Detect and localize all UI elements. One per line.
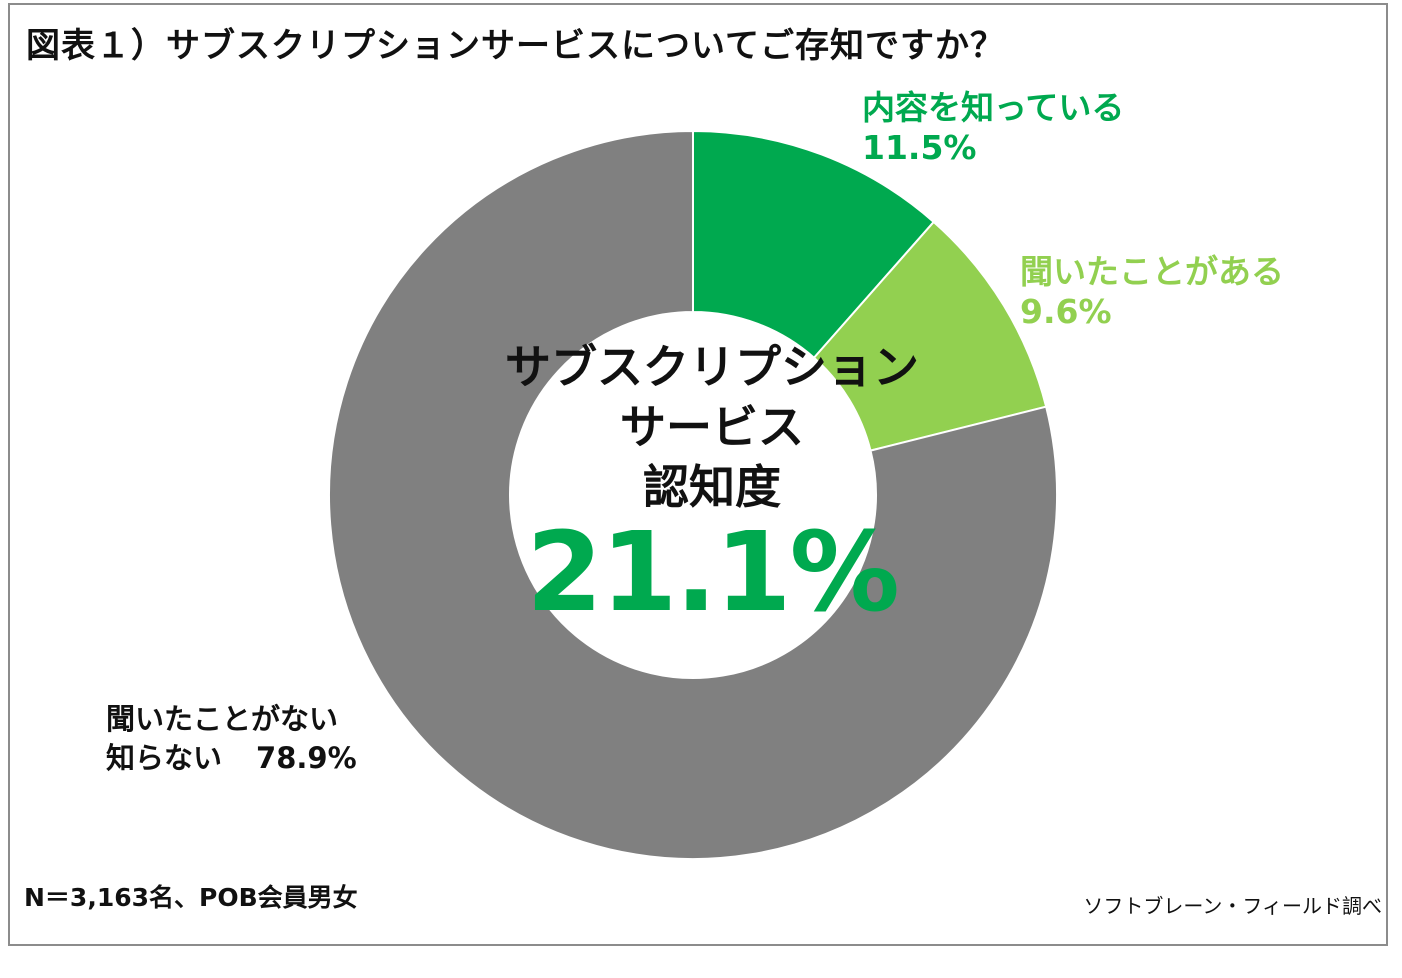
slice-label-heard-of-value: 9.6% — [1020, 291, 1112, 331]
sample-size-note: N＝3,163名、POB会員男女 — [24, 883, 358, 912]
slice-label-heard-of: 聞いたことがある 9.6% — [1020, 252, 1284, 331]
source-note: ソフトブレーン・フィールド調べ — [1083, 894, 1382, 918]
slice-label-know-content: 内容を知っている 11.5% — [862, 88, 1124, 167]
slice-label-know-content-name: 内容を知っている — [862, 88, 1125, 127]
center-label-line3: 認知度 — [643, 459, 781, 514]
slice-label-unknown: 聞いたことがない 知らない 78.9% — [106, 700, 357, 778]
slice-label-unknown-value: 78.9% — [256, 741, 357, 776]
slice-unknown — [328, 129, 1058, 860]
chart-title: 図表１）サブスクリプションサービスについてご存知ですか？ — [26, 26, 1005, 66]
slice-label-know-content-value: 11.5% — [862, 127, 977, 167]
center-label-line2: サービス — [620, 399, 804, 454]
center-label: サブスクリプション サービス 認知度 — [462, 338, 962, 517]
slice-label-unknown-line1: 聞いたことがない — [106, 702, 339, 736]
slice-know-content — [692, 129, 936, 360]
center-label-line1: サブスクリプション — [505, 340, 919, 394]
slice-label-heard-of-name: 聞いたことがある — [1020, 252, 1284, 291]
center-value: 21.1% — [526, 508, 900, 636]
slice-label-unknown-line2: 知らない — [106, 741, 223, 776]
